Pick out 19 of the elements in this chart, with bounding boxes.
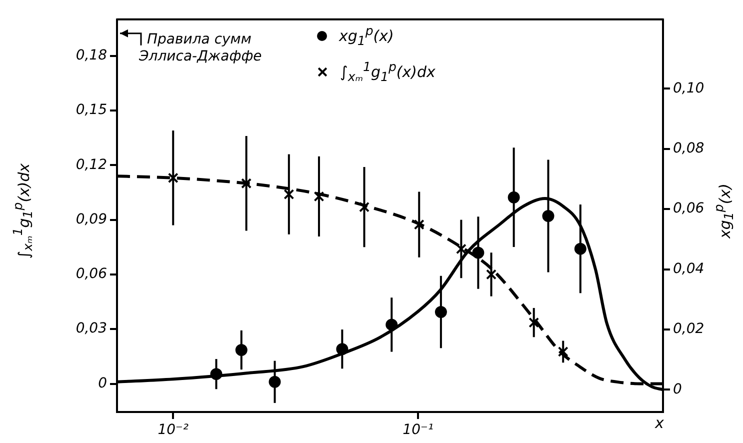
y-tick-label: 0,15 — [76, 102, 108, 118]
y-tick-label: 0,03 — [76, 320, 107, 337]
x-axis-title: x — [655, 414, 664, 432]
x-tick-label: 10⁻¹ — [402, 422, 434, 438]
legend-label: xg$_{1}$$^{p}$(x) — [339, 22, 394, 50]
legend-label: ∫$_{xₘ}$$^{1}$g$_{1}$$^{p}$(x)dx — [340, 58, 436, 86]
x-tick-label: 10⁻² — [158, 422, 189, 438]
y2-tick-label: 0,02 — [673, 321, 704, 338]
y-tick-label: 0,09 — [76, 211, 108, 228]
y-tick-label: 0,12 — [76, 156, 108, 173]
y2-tick-label: 0,10 — [673, 80, 704, 96]
y2-tick-label: 0,08 — [673, 140, 704, 156]
y2-tick-label: 0,06 — [673, 200, 704, 217]
y2-tick-label: 0,04 — [673, 260, 704, 277]
y-tick-label: 0,06 — [76, 266, 108, 282]
annotation: Правила сумм Эллиса-Джаффе — [138, 31, 262, 64]
y-tick-label: 0 — [98, 375, 108, 392]
y2-tick-label: 0 — [673, 381, 682, 398]
y-tick-label: 0,18 — [76, 47, 108, 64]
